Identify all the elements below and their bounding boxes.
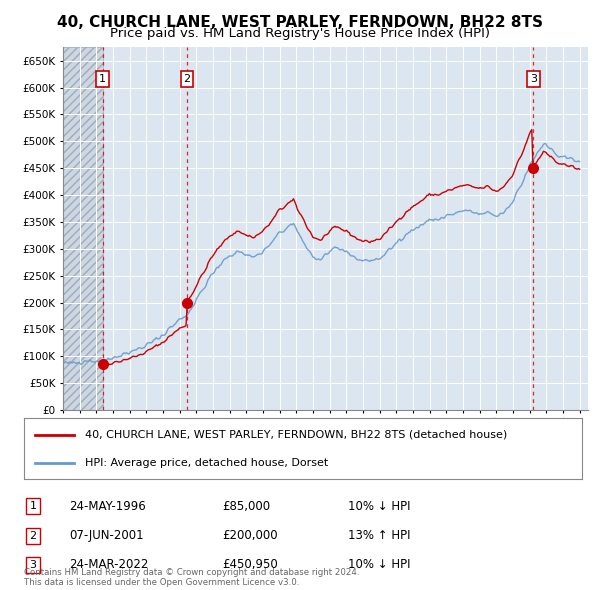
Text: 40, CHURCH LANE, WEST PARLEY, FERNDOWN, BH22 8TS: 40, CHURCH LANE, WEST PARLEY, FERNDOWN, … — [57, 15, 543, 30]
Text: 3: 3 — [530, 74, 537, 84]
Text: 24-MAR-2022: 24-MAR-2022 — [69, 558, 148, 571]
Text: 10% ↓ HPI: 10% ↓ HPI — [348, 558, 410, 571]
Text: 1: 1 — [99, 74, 106, 84]
Text: 2: 2 — [29, 531, 37, 540]
Text: 13% ↑ HPI: 13% ↑ HPI — [348, 529, 410, 542]
Bar — [63, 47, 103, 410]
Text: 2: 2 — [184, 74, 191, 84]
Text: Price paid vs. HM Land Registry's House Price Index (HPI): Price paid vs. HM Land Registry's House … — [110, 27, 490, 40]
Text: £200,000: £200,000 — [222, 529, 278, 542]
Text: 1: 1 — [29, 502, 37, 511]
Text: 24-MAY-1996: 24-MAY-1996 — [69, 500, 146, 513]
Text: £85,000: £85,000 — [222, 500, 270, 513]
Text: £450,950: £450,950 — [222, 558, 278, 571]
Bar — [63, 47, 103, 410]
Text: 07-JUN-2001: 07-JUN-2001 — [69, 529, 143, 542]
Text: HPI: Average price, detached house, Dorset: HPI: Average price, detached house, Dors… — [85, 458, 329, 468]
Text: 3: 3 — [29, 560, 37, 569]
Text: Contains HM Land Registry data © Crown copyright and database right 2024.
This d: Contains HM Land Registry data © Crown c… — [24, 568, 359, 587]
Text: 10% ↓ HPI: 10% ↓ HPI — [348, 500, 410, 513]
Text: 40, CHURCH LANE, WEST PARLEY, FERNDOWN, BH22 8TS (detached house): 40, CHURCH LANE, WEST PARLEY, FERNDOWN, … — [85, 430, 508, 440]
